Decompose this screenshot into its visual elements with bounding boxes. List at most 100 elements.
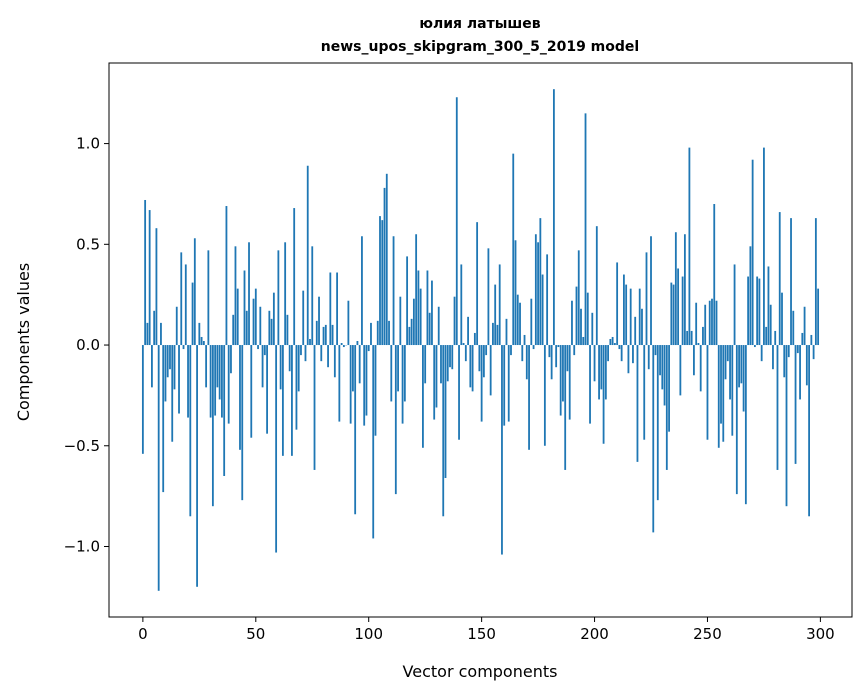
bar [582,336,585,346]
bar [309,338,311,346]
bar [426,270,429,346]
bar [668,345,670,432]
bar [268,310,271,346]
bar [198,322,201,346]
bar [444,345,447,478]
bar [656,345,659,501]
bar [266,345,268,434]
bar [446,345,449,382]
bar [291,345,293,456]
bar [471,345,474,392]
bar [677,268,680,346]
y-tick-label: −0.5 [64,437,100,455]
bar [379,216,381,346]
bar [435,345,438,408]
bar [306,165,309,346]
bar [275,345,278,553]
bar [473,332,476,346]
bar [611,336,614,346]
bar [577,250,580,346]
bar [356,341,359,346]
bar [480,345,483,422]
bar [641,308,643,346]
bar [349,345,352,424]
bar [376,320,379,346]
bar [392,236,395,346]
bar [548,345,551,358]
bar [726,345,729,362]
bar [191,282,194,346]
bar [370,322,372,346]
bar [173,345,176,390]
bar [455,97,458,346]
x-axis-ticks: 0 50 100 150 200 250 300 [138,617,835,643]
bar [494,284,497,346]
chart-subtitle: news_upos_skipgram_300_5_2019 model [321,39,639,55]
bar [279,345,282,390]
bar [758,278,761,346]
bar [440,345,442,384]
bar [738,345,740,388]
bar [496,324,499,346]
bar [354,345,357,515]
bar [729,345,731,400]
bar [277,250,280,346]
bar [318,296,320,346]
x-tick-label: 150 [467,625,496,643]
bar [428,312,431,346]
bar [580,308,582,346]
bar [358,345,361,384]
bar [742,345,745,412]
bar [257,345,259,350]
bar [187,345,189,418]
bar [234,246,237,346]
bar [336,272,338,346]
bar [218,345,221,400]
bar [342,345,345,348]
bar [200,336,203,346]
bar [144,199,147,346]
bar [169,345,171,370]
chart-title: юлия латышев [419,16,540,32]
bar [383,187,386,346]
bar [431,280,433,346]
bar [765,326,768,346]
bar [410,318,413,346]
bar [417,270,420,346]
bar [541,274,544,346]
bar [568,345,571,420]
x-tick-label: 300 [806,625,835,643]
bar [623,274,625,346]
bar [272,292,275,346]
bar [464,345,467,362]
bar [808,345,810,517]
bar [284,242,287,346]
bar [259,306,262,346]
bar [776,345,779,470]
bar [634,316,637,346]
bar [632,345,634,364]
bar [607,345,609,362]
bar [530,298,533,346]
plot-frame [108,62,853,618]
bar [805,345,808,386]
bar [537,242,539,346]
bar [643,345,646,440]
bar [302,290,305,346]
bar [338,345,341,422]
bar [604,345,607,400]
bar [449,345,451,368]
bar [254,288,257,346]
bar [663,345,666,406]
bar [327,345,329,368]
bar [661,345,664,390]
bar [361,236,363,346]
bar [482,345,485,378]
bar [478,345,481,372]
bar [713,204,716,346]
bar [363,345,366,426]
bar [555,345,558,368]
bar [230,345,232,374]
bar [564,345,567,470]
